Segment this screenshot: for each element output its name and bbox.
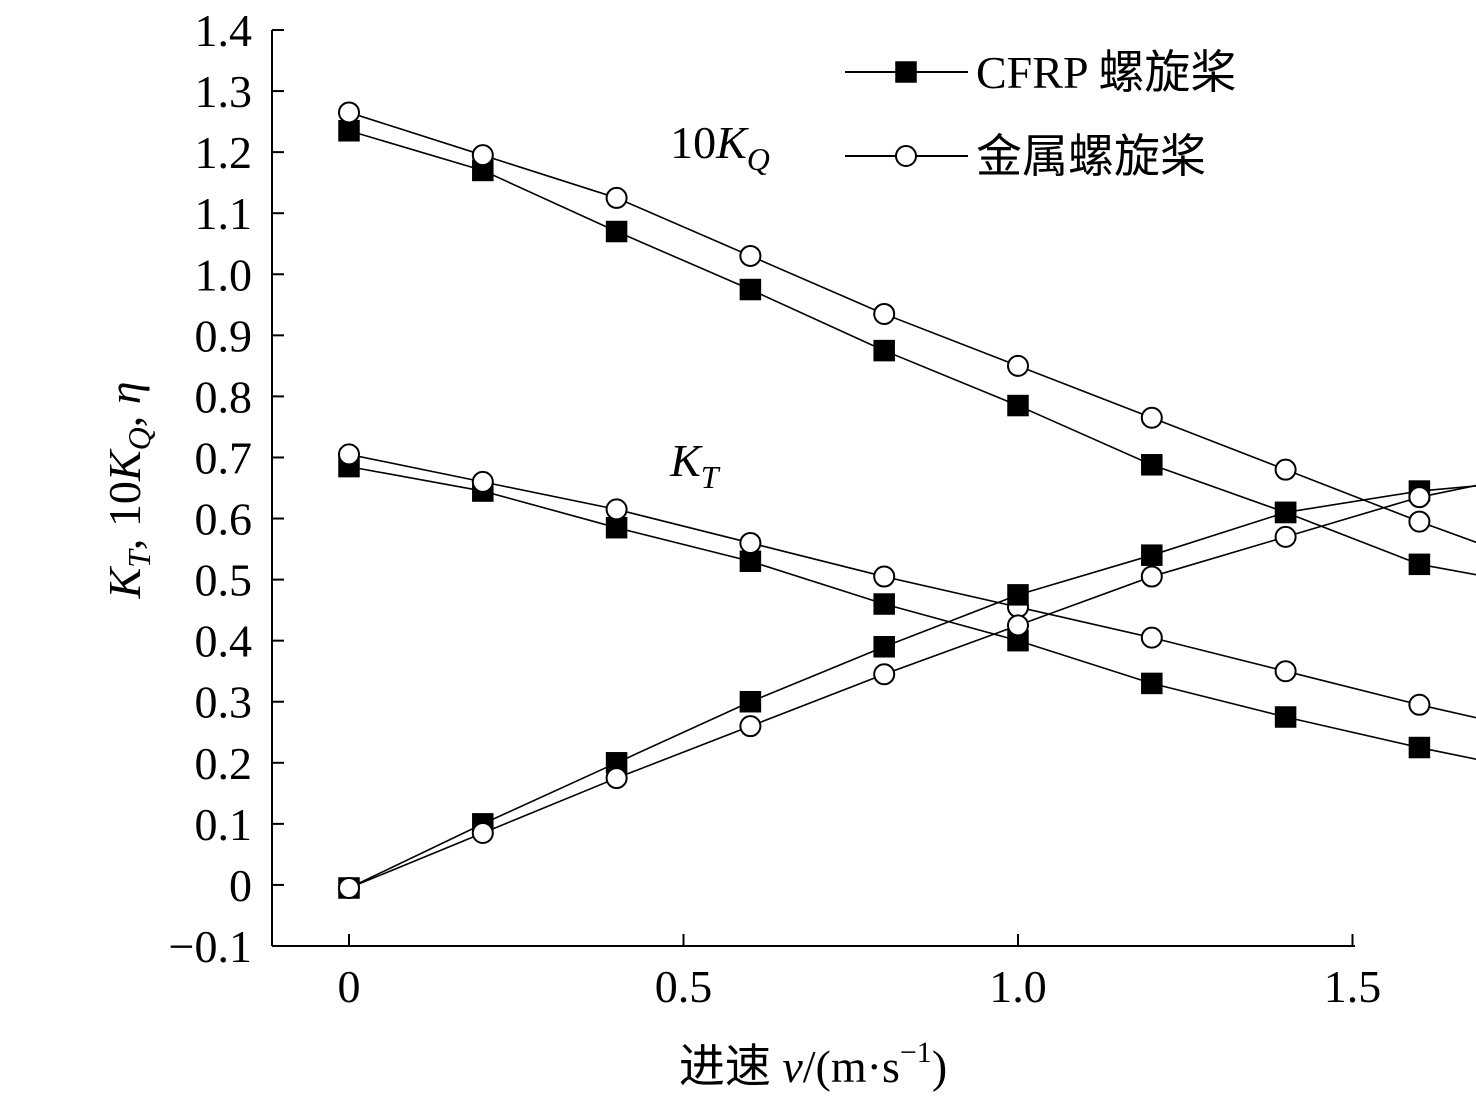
circle-point xyxy=(739,715,762,738)
square-point xyxy=(873,636,895,658)
square-point xyxy=(1408,736,1431,759)
y-tick-label: 0.6 xyxy=(195,494,253,545)
series-metal-KT xyxy=(338,443,1476,719)
circle-point xyxy=(1007,614,1029,637)
circle-point xyxy=(1140,406,1163,429)
square-point xyxy=(1141,672,1163,695)
square-point xyxy=(1007,584,1029,606)
circle-point xyxy=(471,144,494,167)
square-point xyxy=(1408,553,1431,576)
circle-point xyxy=(739,531,762,554)
y-tick-label: 0.3 xyxy=(195,677,253,728)
square-point xyxy=(873,339,895,362)
series-metal-10KQ xyxy=(338,101,1476,544)
circle-point xyxy=(471,470,494,493)
square-point xyxy=(739,278,762,301)
y-tick-label: 0.5 xyxy=(195,555,253,606)
square-point xyxy=(1274,501,1297,524)
y-tick-label: 0.4 xyxy=(195,616,253,667)
circle-point xyxy=(1140,565,1163,588)
square-point xyxy=(1141,544,1163,566)
circle-point xyxy=(605,767,628,790)
square-point xyxy=(338,120,360,142)
circle-point xyxy=(605,186,628,209)
circle-point xyxy=(338,101,360,124)
legend-circle-marker xyxy=(895,145,917,167)
square-point xyxy=(1007,394,1029,417)
circle-point xyxy=(1274,660,1297,683)
y-axis-title: KT, 10KQ, η xyxy=(99,381,157,599)
series-line xyxy=(348,129,1476,576)
x-tick-label: 0 xyxy=(338,961,361,1012)
series-line xyxy=(348,111,1476,544)
circle-point xyxy=(605,498,628,521)
series-cfrp-KT xyxy=(338,455,1476,760)
y-tick-label: 0.2 xyxy=(195,738,253,789)
series-metal-eta xyxy=(338,484,1476,899)
circle-point xyxy=(873,663,896,686)
curve-label-kt: KT xyxy=(669,435,721,495)
legend-label: CFRP 螺旋桨 xyxy=(976,47,1236,98)
circle-point xyxy=(471,822,494,845)
circle-point xyxy=(338,876,360,899)
series-line xyxy=(348,453,1476,719)
x-tick-label: 0.5 xyxy=(655,961,713,1012)
y-tick-label: 0.8 xyxy=(195,371,253,422)
y-tick-label: −0.1 xyxy=(169,921,252,972)
axes: −0.1 0 0.1 0.2 0.3 0.4 0.5 0.6 0.7 0.8 0.9 1.0 1.1 1.… xyxy=(169,5,1382,1012)
circle-point xyxy=(1140,626,1163,649)
y-tick-label: 1.2 xyxy=(195,127,253,178)
y-tick-label: 1.4 xyxy=(195,5,253,56)
legend-item-cfrp: CFRP 螺旋桨 xyxy=(845,47,1236,98)
y-tick-label: 0.9 xyxy=(195,310,253,361)
curve-label-kq: 10KQ xyxy=(670,117,770,177)
circle-point xyxy=(739,244,762,267)
circle-point xyxy=(873,302,896,325)
curve-labels: 10KQKTη xyxy=(669,117,770,495)
series-layer xyxy=(338,101,1476,899)
square-point xyxy=(605,516,628,539)
series-line xyxy=(348,485,1476,889)
square-point xyxy=(605,220,628,243)
legend-label: 金属螺旋桨 xyxy=(976,131,1206,182)
circle-point xyxy=(1408,510,1431,533)
circle-point xyxy=(1408,486,1431,509)
square-point xyxy=(1141,454,1163,476)
y-tick-label: 0.1 xyxy=(195,799,253,850)
circle-point xyxy=(1007,354,1029,377)
y-tick-label: 1.1 xyxy=(195,188,253,239)
series-cfrp-10KQ xyxy=(338,120,1476,576)
square-point xyxy=(873,593,895,615)
legend-item-metal: 金属螺旋桨 xyxy=(845,131,1206,182)
y-tick-label: 1.3 xyxy=(195,66,253,117)
x-tick-label: 1.0 xyxy=(989,961,1047,1012)
circle-point xyxy=(338,443,360,466)
circle-point xyxy=(1274,458,1297,481)
y-tick-label: 1.0 xyxy=(195,249,253,300)
square-point xyxy=(1274,706,1297,728)
circle-point xyxy=(1408,693,1431,716)
x-axis-title: 进速 v/(m·s−1) xyxy=(679,1036,947,1092)
y-tick-label: 0 xyxy=(229,860,252,911)
circle-point xyxy=(873,565,896,588)
square-point xyxy=(739,550,762,573)
square-point xyxy=(739,690,762,713)
legend-square-marker xyxy=(895,61,917,83)
circle-point xyxy=(1274,525,1297,548)
x-tick-label: 1.5 xyxy=(1324,961,1382,1012)
y-tick-label: 0.7 xyxy=(195,432,253,483)
